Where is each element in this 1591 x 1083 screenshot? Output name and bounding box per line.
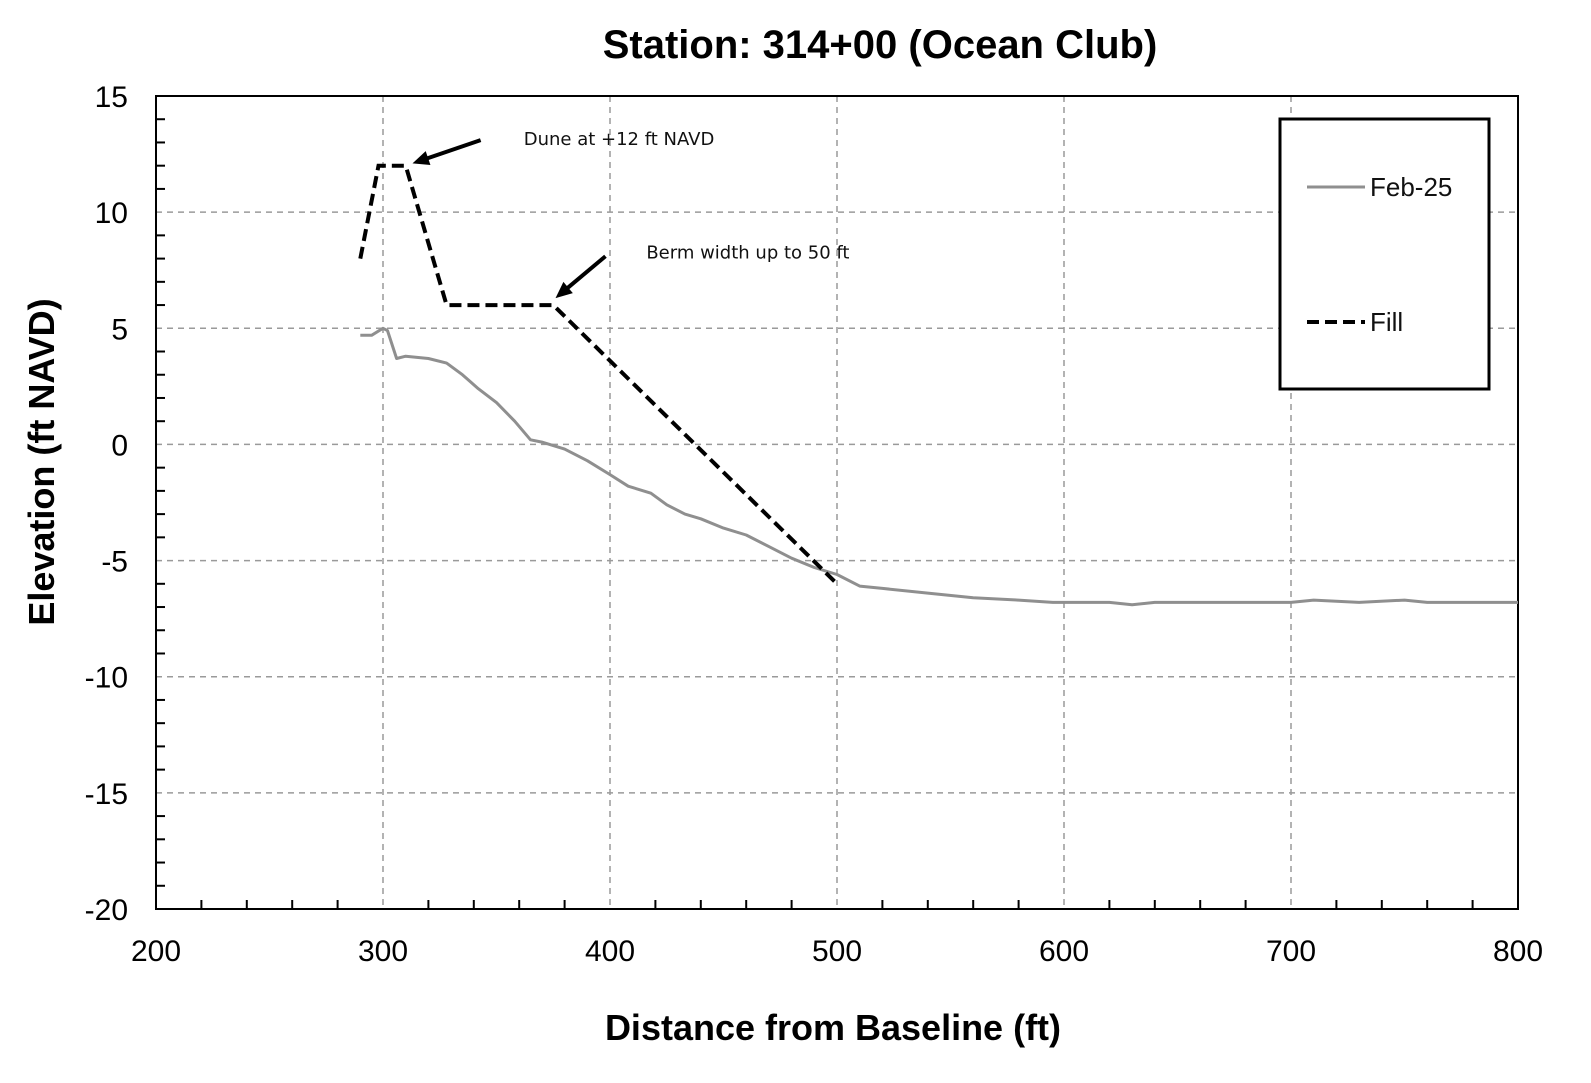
y-tick-label: 10	[95, 197, 128, 230]
x-tick-label: 300	[358, 935, 408, 968]
x-tick-label: 800	[1493, 935, 1543, 968]
x-tick-label: 200	[131, 935, 181, 968]
legend: Feb-25 Fill	[1278, 117, 1491, 391]
series-line-feb-25	[360, 326, 1518, 607]
annotation-arrow-shaft-1	[425, 138, 482, 161]
legend-label-feb-25: Feb-25	[1370, 172, 1452, 202]
axis-ticks	[156, 118, 1474, 909]
data-series	[358, 163, 1518, 607]
annotation-arrow-shaft-2	[565, 254, 607, 291]
y-tick-label: 15	[95, 81, 128, 114]
series-line-fill	[358, 163, 839, 586]
annotations: Dune at +12 ft NAVD Berm width up to 50 f…	[412, 129, 849, 299]
x-tick-label: 400	[585, 935, 635, 968]
annotation-text-1: Dune at +12 ft NAVD	[524, 129, 715, 150]
plot-area-border	[155, 95, 1519, 910]
y-tick-label: -10	[85, 662, 128, 695]
tick-labels: 200 300 400 500 600 700 800 -20 -15 -10 -5 0 5 10 15	[85, 81, 1543, 968]
x-axis-label: Distance from Baseline (ft)	[605, 1007, 1061, 1048]
legend-label-fill: Fill	[1370, 307, 1403, 337]
chart-title: Station: 314+00 (Ocean Club)	[603, 23, 1158, 67]
annotation-arrow-head-2	[555, 281, 573, 299]
legend-box	[1278, 117, 1491, 391]
y-tick-label: -5	[101, 546, 128, 579]
y-tick-label: -15	[85, 778, 128, 811]
x-tick-label: 500	[812, 935, 862, 968]
y-axis-label: Elevation (ft NAVD)	[21, 298, 62, 625]
annotation-arrow-head-1	[412, 151, 431, 166]
y-tick-label: 5	[111, 313, 128, 346]
y-tick-label: 0	[111, 429, 128, 462]
x-tick-label: 600	[1039, 935, 1089, 968]
annotation-text-2: Berm width up to 50 ft	[646, 243, 849, 264]
y-tick-label: -20	[85, 894, 128, 927]
x-tick-label: 700	[1266, 935, 1316, 968]
